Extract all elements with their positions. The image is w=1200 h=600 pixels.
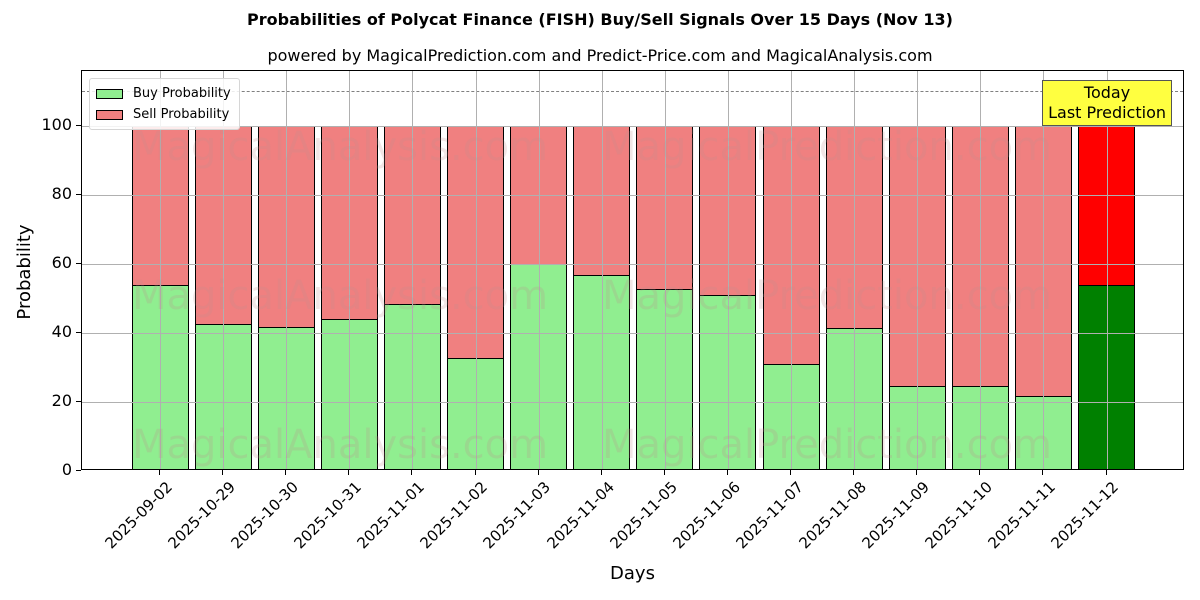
x-tick-label: 2025-11-10	[921, 478, 997, 553]
gridline-v	[223, 71, 225, 469]
gridline-v	[917, 71, 919, 469]
y-tick-label: 0	[61, 460, 72, 479]
x-tick	[411, 470, 413, 475]
gridline-v	[1043, 71, 1045, 469]
y-tick-label: 100	[41, 114, 72, 134]
annotation-line2: Last Prediction	[1048, 103, 1166, 122]
x-tick	[916, 470, 918, 475]
chart-title: Probabilities of Polycat Finance (FISH) …	[247, 10, 953, 29]
y-tick	[76, 124, 81, 126]
x-tick-label: 2025-10-31	[290, 478, 366, 553]
gridline-h	[82, 263, 1183, 265]
gridline-h	[82, 401, 1183, 403]
x-tick-label: 2025-11-08	[795, 478, 870, 553]
gridline-v	[286, 71, 288, 469]
x-tick	[222, 470, 224, 475]
x-tick	[790, 470, 791, 475]
gridline-v	[1106, 71, 1108, 469]
x-tick	[853, 470, 855, 475]
gridline-v	[412, 71, 414, 469]
x-tick	[663, 470, 665, 475]
legend-label-sell: Sell Probability	[133, 107, 230, 122]
y-tick	[76, 262, 81, 264]
x-tick-label: 2025-11-06	[669, 478, 744, 553]
x-tick-label: 2025-10-30	[227, 478, 302, 553]
x-tick	[1105, 470, 1107, 475]
gridline-v	[349, 71, 351, 469]
legend-label-buy: Buy Probability	[133, 86, 231, 101]
y-axis-label: Probability	[14, 224, 35, 320]
gridline-v	[160, 71, 161, 469]
sell-swatch-icon	[96, 109, 123, 120]
x-tick	[159, 470, 160, 475]
today-annotation: Today Last Prediction	[1042, 80, 1172, 126]
x-tick-label: 2025-11-04	[543, 478, 618, 553]
x-tick-label: 2025-11-03	[479, 478, 555, 553]
x-tick	[600, 470, 602, 475]
y-tick	[76, 400, 81, 402]
x-tick	[537, 470, 539, 475]
legend: Buy Probability Sell Probability	[89, 78, 240, 130]
gridline-v	[601, 71, 603, 469]
y-tick-label: 60	[51, 252, 72, 272]
legend-item-buy: Buy Probability	[96, 83, 231, 104]
gridline-h	[82, 125, 1183, 127]
x-tick	[348, 470, 350, 475]
buy-swatch-icon	[96, 88, 123, 99]
annotation-line1: Today	[1083, 83, 1131, 102]
x-tick-label: 2025-11-09	[858, 478, 933, 553]
x-tick	[1042, 470, 1044, 475]
y-tick	[76, 193, 81, 195]
x-tick	[474, 470, 476, 475]
x-tick	[979, 470, 981, 475]
y-tick-label: 40	[51, 321, 72, 341]
x-tick-label: 2025-09-02	[101, 478, 176, 553]
gridline-v	[538, 71, 540, 469]
chart-subtitle: powered by MagicalPrediction.com and Pre…	[267, 46, 933, 65]
gridline-v	[727, 71, 729, 469]
gridline-h	[82, 332, 1183, 334]
x-axis-label: Days	[610, 563, 655, 584]
gridline-v	[664, 71, 666, 469]
x-tick-label: 2025-11-01	[353, 478, 429, 553]
x-tick-label: 2025-11-12	[1047, 478, 1123, 553]
x-tick	[726, 470, 728, 475]
plot-area: Buy Probability Sell Probability Today L…	[81, 70, 1184, 470]
gridline-v	[791, 71, 792, 469]
x-tick-label: 2025-11-02	[416, 478, 492, 553]
x-tick-label: 2025-11-11	[984, 478, 1060, 553]
y-tick-label: 20	[51, 390, 72, 410]
gridline-v	[475, 71, 477, 469]
y-tick-label: 80	[51, 183, 72, 203]
legend-item-sell: Sell Probability	[96, 104, 231, 125]
x-tick-label: 2025-11-07	[732, 478, 807, 553]
x-tick-label: 2025-10-29	[164, 478, 239, 553]
gridline-h	[82, 194, 1183, 196]
reference-line	[82, 90, 1183, 92]
y-tick	[76, 331, 81, 333]
gridline-v	[980, 71, 982, 469]
gridline-v	[854, 71, 856, 469]
x-tick	[285, 470, 287, 475]
y-tick	[76, 470, 81, 471]
